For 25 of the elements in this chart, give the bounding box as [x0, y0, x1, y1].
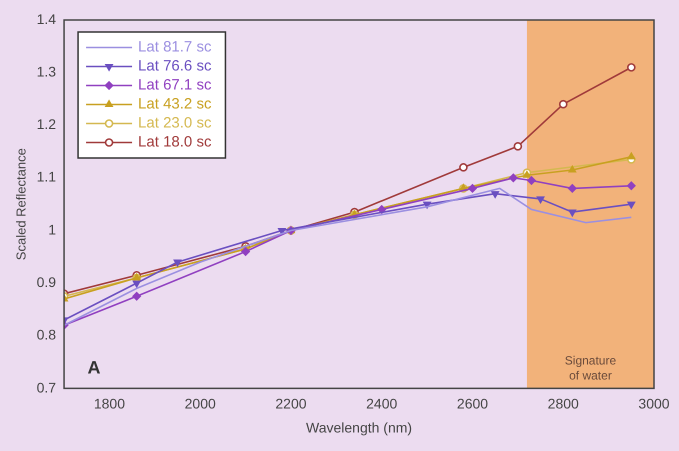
- y-tick-label: 0.8: [36, 326, 56, 343]
- y-axis-title: Scaled Reflectance: [13, 148, 28, 260]
- x-tick-label: 2800: [548, 396, 580, 412]
- x-tick-label: 2600: [456, 396, 488, 412]
- y-tick-label: 1.4: [36, 10, 56, 27]
- x-tick-label: 2200: [275, 396, 307, 412]
- x-axis-title: Wavelength (nm): [306, 419, 412, 436]
- x-tick-label: 2000: [184, 396, 216, 412]
- y-tick-label: 0.9: [36, 274, 56, 290]
- x-tick-label: 2400: [366, 396, 398, 412]
- legend-label: Lat 18.0 sc: [138, 134, 212, 151]
- y-tick-label: 1: [48, 221, 56, 238]
- y-tick-label: 1.2: [36, 116, 56, 132]
- legend-label: Lat 76.6 sc: [138, 58, 212, 75]
- y-tick-label: 1.3: [36, 63, 56, 80]
- x-tick-label: 3000: [638, 396, 670, 412]
- legend-label: Lat 43.2 sc: [138, 96, 212, 113]
- band-label: Signature of water: [564, 353, 616, 382]
- legend-label: Lat 67.1 sc: [138, 76, 212, 94]
- legend-label: Lat 81.7 sc: [138, 38, 212, 56]
- legend-label: Lat 23.0 sc: [138, 114, 212, 132]
- y-tick-label: 1.1: [36, 168, 56, 185]
- x-tick-label: 1800: [94, 396, 126, 412]
- y-tick-label: 0.7: [36, 379, 56, 396]
- annotation: A: [88, 357, 101, 378]
